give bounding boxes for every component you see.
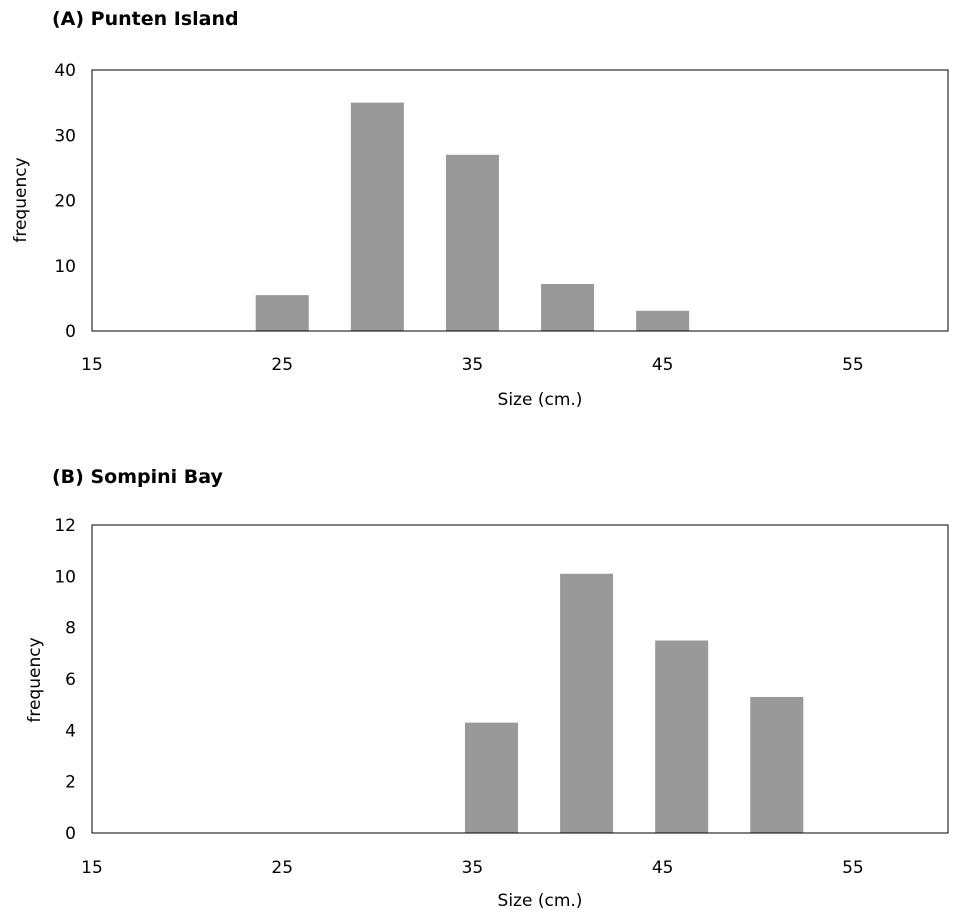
chart-b-plot-frame — [91, 524, 949, 834]
chart-a-x-axis-label: Size (cm.) — [498, 390, 583, 410]
chart-a-bar-2 — [445, 154, 499, 331]
chart-a-title: (A) Punten Island — [52, 8, 239, 30]
chart-b-bar-2 — [655, 640, 709, 833]
chart-a-bar-0 — [255, 295, 309, 331]
chart-a-bar-3 — [541, 284, 595, 331]
chart-b-y-tick-3: 6 — [65, 670, 76, 690]
chart-a-y-tick-3: 30 — [54, 126, 76, 146]
chart-b-y-axis-label: frequency — [25, 637, 45, 722]
chart-a-y-tick-0: 0 — [65, 322, 76, 342]
chart-b-x-tick-2: 35 — [462, 858, 484, 878]
chart-a-y-tick-4: 40 — [54, 61, 76, 81]
chart-a-x-tick-3: 45 — [652, 355, 674, 375]
chart-b-x-tick-4: 55 — [842, 858, 864, 878]
chart-b-y-tick-0: 0 — [65, 824, 76, 844]
chart-b-y-tick-1: 2 — [65, 773, 76, 793]
chart-a-x-tick-0: 15 — [81, 355, 103, 375]
chart-b-bar-1 — [560, 573, 614, 833]
chart-b-y-tick-4: 8 — [65, 619, 76, 639]
chart-a-bar-4 — [636, 310, 690, 331]
chart-b-x-axis-label: Size (cm.) — [498, 891, 583, 911]
chart-a-y-tick-2: 20 — [54, 192, 76, 212]
chart-a-y-axis-label: frequency — [11, 157, 31, 242]
chart-b-y-tick-6: 12 — [54, 516, 76, 536]
chart-b-x-tick-3: 45 — [652, 858, 674, 878]
chart-a-bar-1 — [350, 102, 404, 331]
chart-b-x-tick-1: 25 — [271, 858, 293, 878]
chart-b-x-tick-0: 15 — [81, 858, 103, 878]
chart-a-x-tick-4: 55 — [842, 355, 864, 375]
chart-b-bar-0 — [464, 722, 518, 833]
chart-b-y-tick-2: 4 — [65, 721, 76, 741]
chart-b-y-tick-5: 10 — [54, 567, 76, 587]
chart-a-y-tick-1: 10 — [54, 257, 76, 277]
chart-a-x-tick-1: 25 — [271, 355, 293, 375]
chart-a-x-tick-2: 35 — [462, 355, 484, 375]
chart-b-bar-3 — [750, 696, 804, 833]
chart-b-title: (B) Sompini Bay — [52, 466, 223, 488]
chart-a-plot-frame — [91, 69, 949, 332]
